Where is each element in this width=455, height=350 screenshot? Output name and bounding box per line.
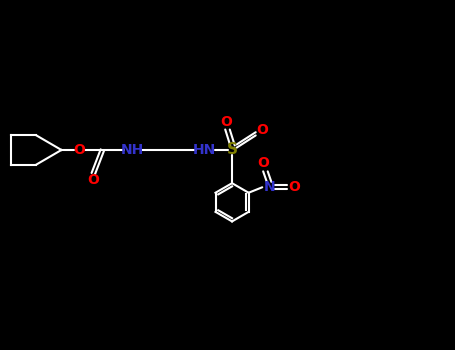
Text: HN: HN	[193, 143, 217, 157]
Text: O: O	[257, 123, 268, 137]
Text: NH: NH	[120, 143, 144, 157]
Text: O: O	[220, 115, 232, 129]
Text: S: S	[227, 142, 238, 158]
Text: O: O	[288, 180, 300, 194]
Text: O: O	[74, 143, 86, 157]
Text: O: O	[87, 174, 99, 188]
Text: O: O	[257, 156, 269, 170]
Text: N: N	[263, 180, 275, 194]
